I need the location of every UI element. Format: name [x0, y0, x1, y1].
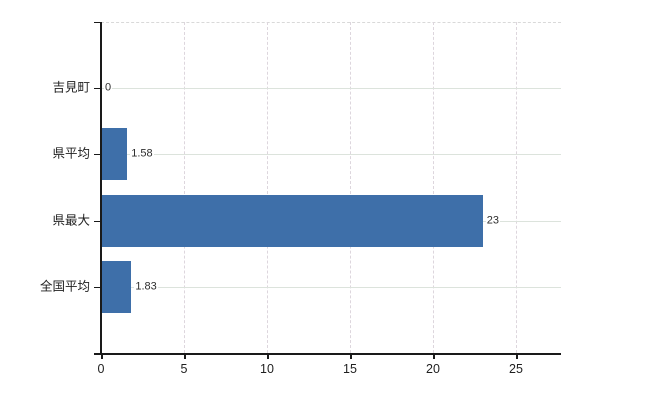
x-axis-tick — [101, 353, 103, 359]
bar — [101, 260, 132, 313]
x-tick-label: 20 — [426, 362, 440, 376]
y-axis-tick — [94, 154, 101, 156]
x-tick-label: 10 — [260, 362, 274, 376]
x-axis-tick — [433, 353, 435, 359]
bar-value-label: 0 — [104, 81, 113, 95]
x-axis-line — [94, 353, 561, 355]
y-axis-tick — [94, 88, 101, 90]
category-label: 全国平均 — [39, 279, 90, 294]
v-gridline — [267, 22, 268, 353]
bar — [101, 128, 128, 181]
x-axis-tick — [267, 353, 269, 359]
y-axis-tick — [94, 286, 101, 288]
bar — [101, 194, 483, 247]
plot-top-border — [101, 22, 561, 23]
h-gridline — [101, 88, 561, 90]
y-axis-line — [100, 22, 102, 353]
bar-value-label: 1.83 — [134, 280, 158, 294]
x-tick-label: 0 — [97, 362, 105, 376]
bar-value-label: 23 — [485, 214, 501, 228]
h-gridline — [101, 286, 561, 288]
bar-value-label: 1.58 — [130, 147, 154, 161]
x-tick-label: 25 — [509, 362, 523, 376]
y-axis-tick — [94, 220, 101, 222]
v-gridline — [433, 22, 434, 353]
y-axis-tick — [94, 22, 101, 23]
x-axis-tick — [184, 353, 186, 359]
v-gridline — [350, 22, 351, 353]
v-gridline — [184, 22, 185, 353]
category-label: 県平均 — [52, 146, 90, 161]
x-tick-label: 5 — [180, 362, 188, 376]
category-label: 吉見町 — [52, 80, 90, 95]
x-axis-tick — [350, 353, 352, 359]
category-label: 県最大 — [52, 213, 90, 228]
x-tick-label: 15 — [343, 362, 357, 376]
v-gridline — [516, 22, 517, 353]
x-axis-tick — [516, 353, 518, 359]
h-gridline — [101, 154, 561, 156]
